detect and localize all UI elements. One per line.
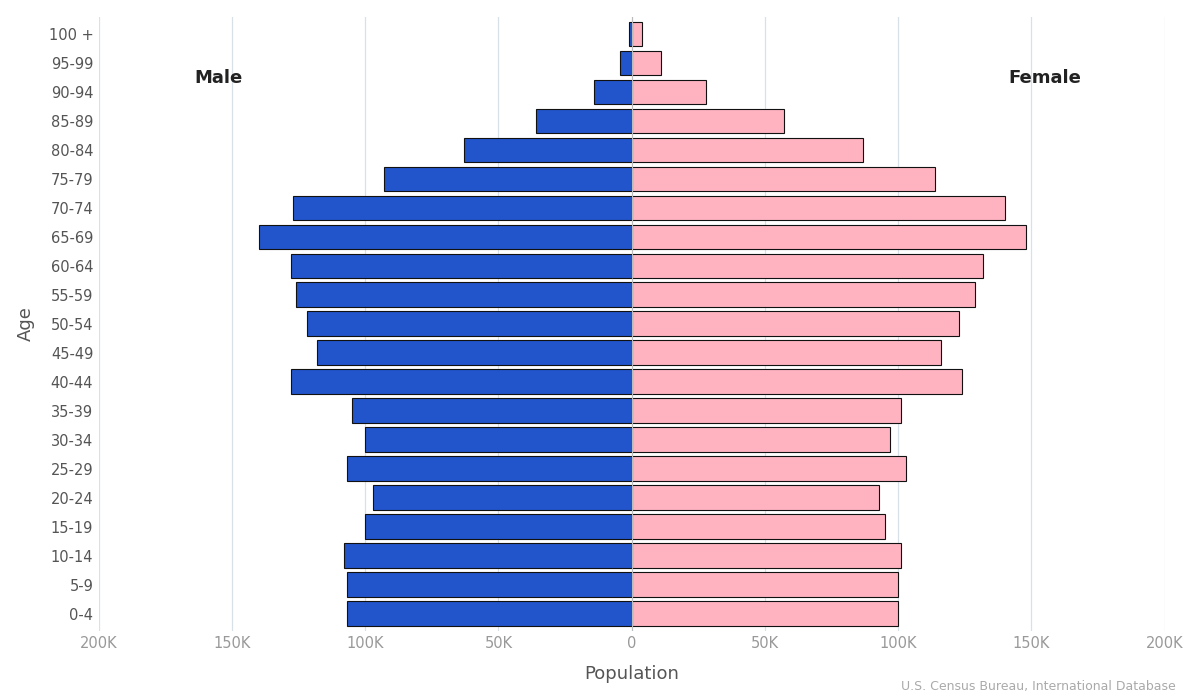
Bar [631,195,1004,220]
Bar [259,225,631,249]
Bar [373,485,631,510]
Bar [347,572,631,597]
Bar [535,108,631,133]
Bar [631,572,898,597]
Bar [631,340,941,365]
Bar [296,283,631,307]
Text: Male: Male [194,69,242,87]
Bar [631,370,962,394]
Bar [631,50,661,76]
Text: U.S. Census Bureau, International Database: U.S. Census Bureau, International Databa… [901,680,1176,693]
Bar [631,225,1026,249]
Bar [347,456,631,481]
Bar [594,80,631,104]
Text: Female: Female [1008,69,1081,87]
Bar [384,167,631,191]
Bar [631,138,864,162]
Bar [631,80,707,104]
Bar [464,138,631,162]
Bar [307,312,631,336]
Bar [352,398,631,423]
Bar [293,195,631,220]
Bar [631,312,959,336]
Bar [631,456,906,481]
Bar [631,485,880,510]
Bar [344,543,631,568]
Bar [631,253,983,278]
X-axis label: Population: Population [584,665,679,683]
Bar [631,428,890,452]
Bar [290,253,631,278]
Bar [317,340,631,365]
Bar [631,601,898,626]
Bar [631,167,936,191]
Bar [631,514,884,539]
Y-axis label: Age: Age [17,307,35,341]
Bar [365,428,631,452]
Bar [629,22,631,46]
Bar [631,543,901,568]
Bar [619,50,631,76]
Bar [631,283,976,307]
Bar [631,398,901,423]
Bar [347,601,631,626]
Bar [290,370,631,394]
Bar [631,108,784,133]
Bar [365,514,631,539]
Bar [631,22,642,46]
